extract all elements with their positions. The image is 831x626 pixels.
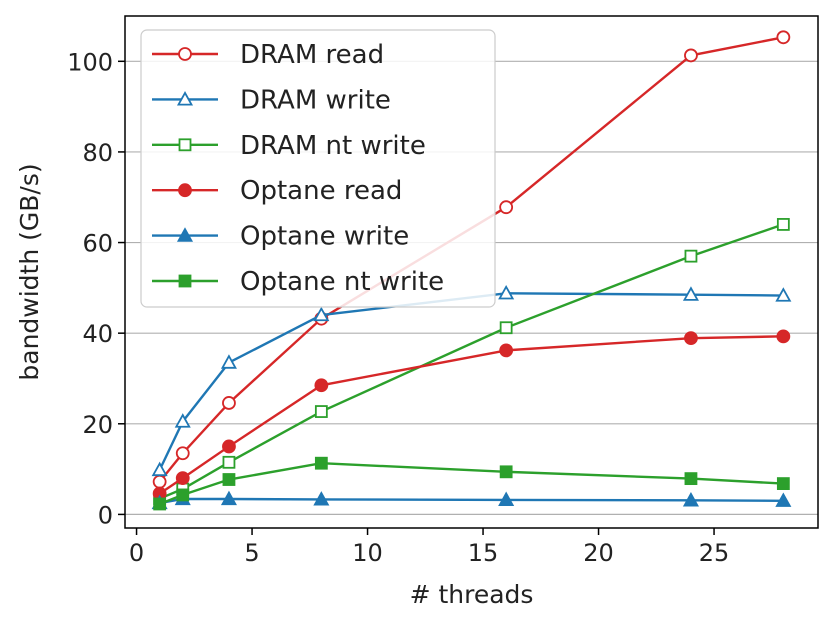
x-tick-label: 25 bbox=[699, 539, 730, 567]
data-point bbox=[499, 200, 514, 215]
data-point bbox=[175, 471, 190, 486]
data-point bbox=[775, 287, 792, 302]
data-point bbox=[222, 455, 236, 469]
data-point bbox=[220, 354, 237, 369]
data-point bbox=[684, 331, 698, 346]
data-point bbox=[314, 405, 328, 418]
legend-marker bbox=[178, 183, 192, 198]
data-point bbox=[222, 473, 236, 486]
data-point bbox=[176, 488, 190, 502]
data-point bbox=[498, 491, 515, 507]
legend-item: DRAM read bbox=[152, 40, 384, 70]
x-tick-label: 15 bbox=[468, 539, 499, 567]
data-point bbox=[220, 490, 237, 506]
y-tick-label: 80 bbox=[82, 139, 113, 167]
data-point bbox=[314, 378, 329, 393]
legend-marker bbox=[176, 91, 194, 106]
legend-box bbox=[140, 29, 496, 308]
legend-item: DRAM nt write bbox=[152, 131, 426, 161]
legend-label: DRAM nt write bbox=[240, 131, 426, 161]
series-1 bbox=[151, 284, 792, 477]
legend-marker bbox=[176, 227, 194, 242]
data-point bbox=[222, 439, 236, 454]
data-point bbox=[314, 456, 328, 470]
data-point bbox=[776, 477, 790, 490]
data-point bbox=[153, 497, 167, 511]
data-point bbox=[498, 284, 515, 300]
data-point bbox=[313, 491, 330, 506]
y-axis: 0 20 40 60 80 100 bbox=[67, 48, 125, 529]
data-point bbox=[499, 343, 514, 358]
x-tick-label: 5 bbox=[244, 539, 259, 567]
x-tick-label: 10 bbox=[352, 539, 383, 567]
legend-item: Optane write bbox=[152, 222, 409, 252]
legend: DRAM read DRAM write DRAM nt write Optane r… bbox=[140, 29, 496, 308]
data-point bbox=[151, 461, 168, 477]
data-point bbox=[499, 321, 513, 335]
y-tick-label: 0 bbox=[98, 501, 113, 529]
legend-item: Optane read bbox=[152, 176, 402, 206]
data-point bbox=[222, 396, 236, 410]
data-point bbox=[175, 446, 190, 461]
y-tick-label: 40 bbox=[82, 320, 113, 348]
series-5 bbox=[153, 456, 790, 511]
data-point bbox=[776, 329, 791, 344]
legend-item: Optane nt write bbox=[152, 267, 444, 297]
legend-label: DRAM write bbox=[240, 85, 391, 115]
legend-item: DRAM write bbox=[152, 85, 391, 115]
series-3 bbox=[152, 329, 791, 501]
data-point bbox=[776, 30, 791, 45]
data-point bbox=[499, 465, 513, 479]
x-axis-label: # threads bbox=[410, 580, 534, 609]
legend-label: Optane write bbox=[240, 222, 409, 252]
data-point bbox=[682, 286, 699, 301]
legend-label: Optane nt write bbox=[240, 267, 444, 297]
x-axis: 0 5 10 15 20 25 bbox=[129, 528, 729, 567]
plot-frame bbox=[124, 15, 819, 529]
legend-label: Optane read bbox=[240, 176, 402, 206]
series-4 bbox=[151, 490, 792, 510]
legend-marker bbox=[178, 274, 192, 288]
data-point bbox=[682, 492, 699, 507]
legend-marker bbox=[178, 47, 192, 61]
data-point bbox=[313, 306, 330, 322]
series-layer bbox=[151, 30, 792, 511]
x-tick-label: 0 bbox=[129, 539, 144, 567]
data-point bbox=[684, 249, 698, 263]
y-axis-label: bandwidth (GB/s) bbox=[15, 163, 44, 380]
data-point bbox=[684, 48, 698, 63]
data-point bbox=[174, 413, 191, 428]
x-tick-label: 20 bbox=[583, 539, 614, 567]
y-tick-label: 100 bbox=[67, 48, 113, 76]
legend-marker bbox=[178, 138, 192, 152]
y-tick-label: 60 bbox=[82, 230, 113, 258]
data-point bbox=[152, 474, 167, 489]
legend-label: DRAM read bbox=[240, 40, 384, 70]
data-point bbox=[775, 492, 792, 507]
data-point bbox=[684, 472, 698, 486]
data-point bbox=[776, 218, 790, 231]
y-tick-label: 20 bbox=[82, 411, 113, 439]
